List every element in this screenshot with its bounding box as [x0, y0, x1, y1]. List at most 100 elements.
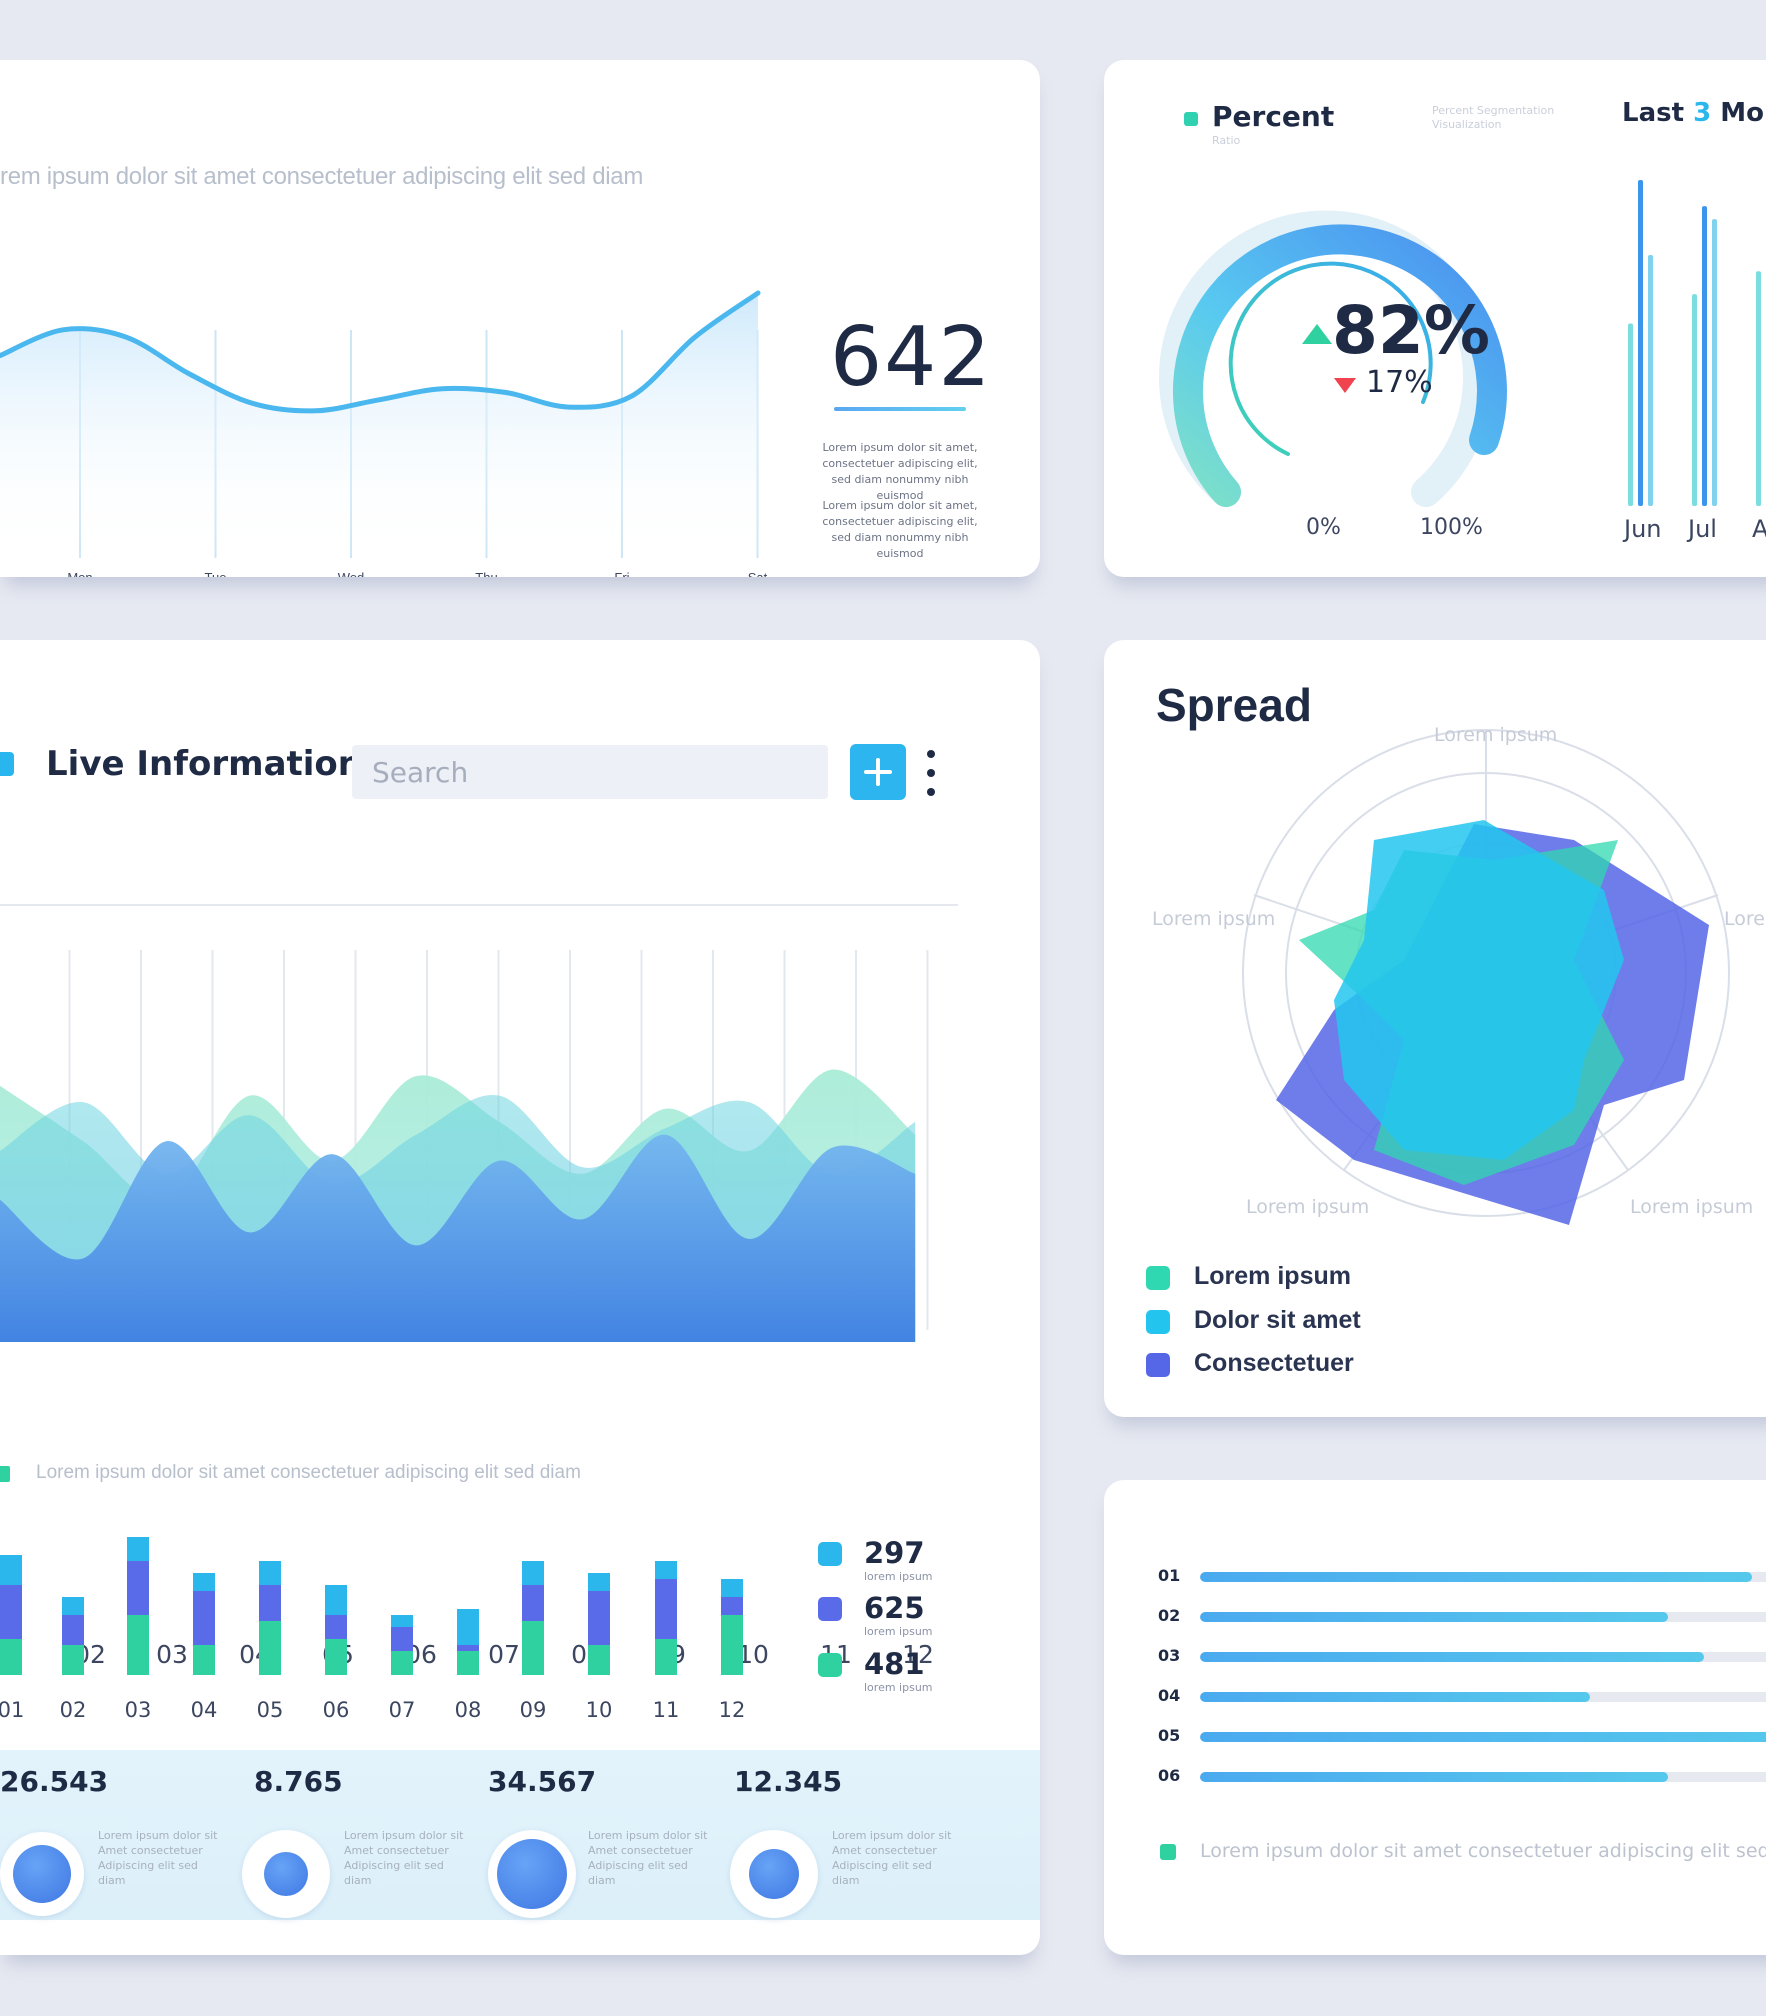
weekly-area	[0, 293, 758, 560]
hbar-fill	[1200, 1772, 1668, 1782]
week-x-label: Sat	[748, 570, 768, 577]
gauge-inner-arc	[1228, 261, 1433, 456]
radar-axis-label-bottom-left: Lorem ipsum	[1246, 1196, 1370, 1218]
stacked-bar-segment	[325, 1585, 347, 1615]
kpi-description: Lorem ipsum dolor sit Amet consectetuer …	[98, 1829, 218, 1887]
period-number: 3	[1693, 98, 1712, 128]
week-x-label: Fri	[614, 570, 629, 577]
legend-swatch-dolor	[1146, 1310, 1170, 1334]
weekly-line-chart: Mon Tue Wed Thu Fri Sat	[0, 290, 768, 577]
stat-swatch	[818, 1542, 842, 1566]
hbar-label: 06	[1158, 1766, 1181, 1785]
bar-x-label: 10	[585, 1698, 613, 1722]
bar-x-label: 01	[0, 1698, 25, 1722]
wave-x-label: 07	[488, 1640, 520, 1669]
live-legend-text: Lorem ipsum dolor sit amet consectetuer …	[36, 1462, 581, 1483]
percent-gauge	[1159, 210, 1507, 507]
month-bar	[1638, 180, 1643, 506]
percent-legend-dot	[1184, 112, 1198, 126]
stacked-bar-segment	[193, 1591, 215, 1645]
stacked-bar-segment	[193, 1645, 215, 1675]
stacked-bar-segment	[0, 1555, 22, 1585]
hbar-fill	[1200, 1732, 1766, 1742]
hbar-track	[1200, 1692, 1766, 1702]
stacked-bar-segment	[62, 1597, 84, 1615]
plus-icon[interactable]	[850, 744, 906, 800]
bar-x-label: 04	[190, 1698, 218, 1722]
trend-down-icon	[1334, 378, 1356, 393]
stacked-bar-segment	[62, 1645, 84, 1675]
search-input[interactable]	[352, 745, 828, 799]
stacked-bar-segment	[193, 1573, 215, 1591]
percent-secondary-value: 17%	[1366, 365, 1433, 400]
stacked-bar-segment	[721, 1597, 743, 1615]
legend-label-dolor: Dolor sit amet	[1194, 1306, 1361, 1334]
period-label: Last 3 Mont	[1622, 98, 1766, 128]
kpi-bubble	[13, 1845, 71, 1903]
live-info-title: Live Information	[46, 744, 362, 784]
radar-axis-label-right: Lorem	[1724, 908, 1766, 930]
live-information-card: Live Information 01 02 03 04 05 06 07 08 09 10 11 1…	[0, 640, 1040, 1955]
live-legend-dot	[0, 752, 14, 776]
stacked-bar-segment	[325, 1639, 347, 1675]
period-suffix: Mont	[1720, 98, 1766, 128]
stacked-bar-segment	[588, 1591, 610, 1645]
weekly-line	[0, 290, 761, 414]
hbar-label: 01	[1158, 1566, 1181, 1585]
bar-x-label: 07	[388, 1698, 416, 1722]
kpi-value: 12.345	[734, 1765, 843, 1798]
legend-label-consectetuer: Consectetuer	[1194, 1349, 1354, 1377]
hbar-track	[1200, 1572, 1766, 1582]
stat-value: 481	[864, 1647, 925, 1681]
month-bar	[1628, 323, 1633, 506]
stat-label: lorem ipsum	[864, 1681, 933, 1694]
hbar-legend-text: Lorem ipsum dolor sit amet consectetuer …	[1200, 1840, 1766, 1862]
week-x-label: Tue	[205, 570, 227, 577]
spread-title: Spread	[1156, 679, 1312, 731]
week-x-label: Wed	[338, 570, 365, 577]
stacked-bar-segment	[62, 1615, 84, 1645]
bar-x-label: 08	[454, 1698, 482, 1722]
percent-title: Percent	[1212, 100, 1335, 133]
stacked-bar-segment	[457, 1609, 479, 1645]
bar-x-label: 09	[519, 1698, 547, 1722]
month-bar	[1756, 271, 1761, 506]
stacked-bar-segment	[259, 1561, 281, 1585]
bar-x-label: 06	[322, 1698, 350, 1722]
stacked-bar-segment	[522, 1561, 544, 1585]
month-bar	[1712, 219, 1717, 506]
kpi-value: 26.543	[0, 1765, 109, 1798]
more-vertical-icon[interactable]	[924, 750, 938, 796]
gauge-min-label: 0%	[1306, 515, 1341, 540]
stacked-bar-segment	[588, 1573, 610, 1591]
gauge-outer-arc	[1173, 224, 1507, 507]
live-legend-dot-small	[0, 1466, 10, 1482]
hbar-label: 02	[1158, 1606, 1181, 1625]
stacked-bar-segment	[391, 1627, 413, 1651]
percent-card: Percent Ratio Percent Segmentation Visua…	[1104, 60, 1766, 577]
spread-card: Spread Lorem ipsum Lorem ipsum Lorem Lor…	[1104, 640, 1766, 1417]
hbar-track	[1200, 1612, 1766, 1622]
period-prefix: Last	[1622, 98, 1694, 128]
stat-swatch	[818, 1597, 842, 1621]
stacked-bar-segment	[655, 1561, 677, 1579]
hbar-fill	[1200, 1612, 1668, 1622]
stacked-bar-segment	[127, 1615, 149, 1675]
kpi-description: Lorem ipsum dolor sit Amet consectetuer …	[588, 1829, 708, 1887]
hbar-label: 04	[1158, 1686, 1181, 1705]
kpi-bubble	[264, 1852, 308, 1896]
live-wave-chart	[0, 950, 929, 1342]
kpi-value: 8.765	[254, 1765, 343, 1798]
month-label: Jul	[1688, 515, 1717, 543]
stat-label: lorem ipsum	[864, 1625, 933, 1638]
wave-series-3	[0, 1134, 916, 1342]
stacked-bar-segment	[522, 1621, 544, 1675]
kpi-bubble	[497, 1839, 567, 1909]
bar-x-label: 02	[59, 1698, 87, 1722]
week-x-label: Mon	[67, 570, 92, 577]
radar-axis-label-bottom-right: Lorem ipsum	[1630, 1196, 1754, 1218]
stacked-bar-segment	[259, 1621, 281, 1675]
weekly-description-1: Lorem ipsum dolor sit amet, consectetuer…	[822, 441, 978, 502]
stat-label: lorem ipsum	[864, 1570, 933, 1583]
hbar-fill	[1200, 1572, 1752, 1582]
